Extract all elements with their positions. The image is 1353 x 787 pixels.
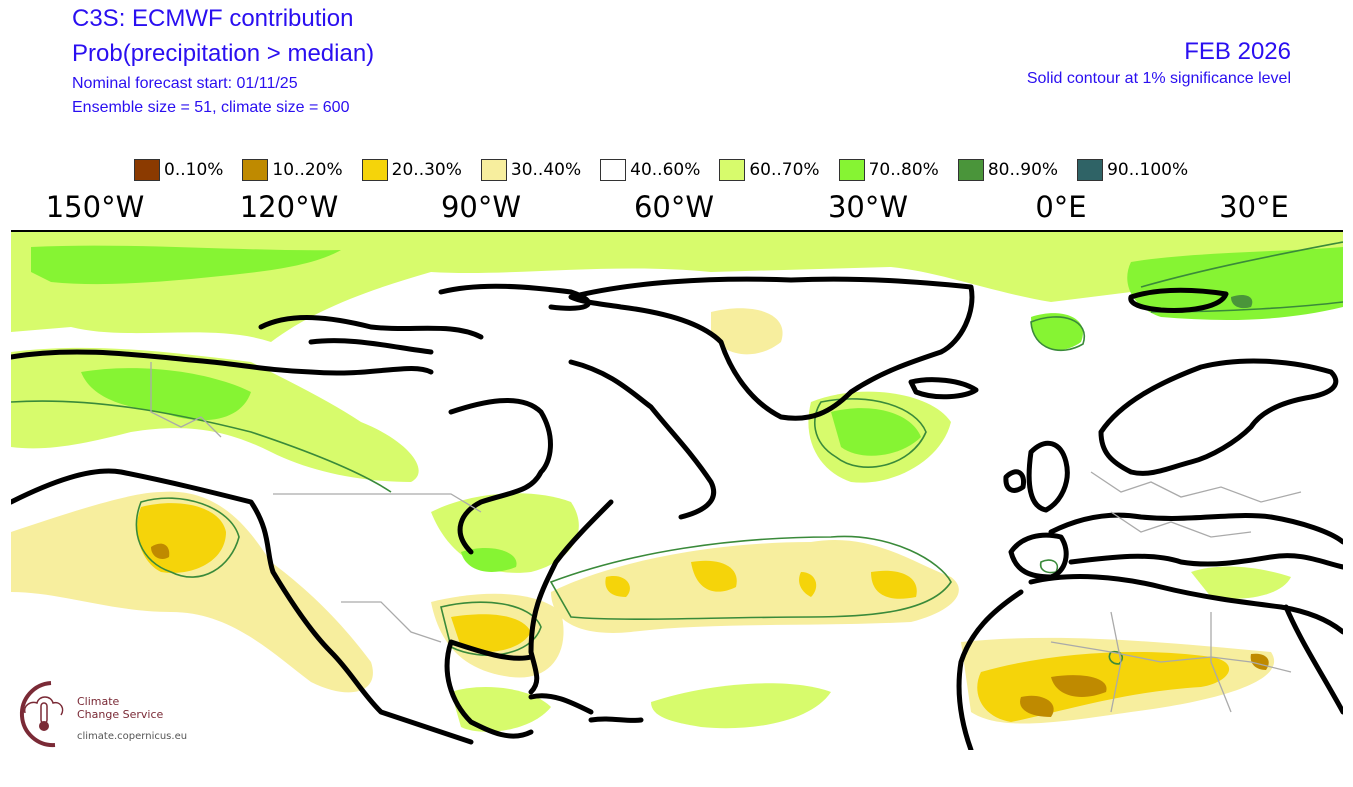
legend-swatch bbox=[242, 159, 269, 181]
legend-swatch bbox=[957, 159, 984, 181]
legend-label: 20..30% bbox=[391, 160, 462, 180]
legend-swatch bbox=[719, 159, 746, 181]
legend-label: 0..10% bbox=[164, 160, 224, 180]
legend-swatch bbox=[838, 159, 865, 181]
map-subtitle: Prob(precipitation > median) bbox=[72, 40, 375, 67]
legend-item: 80..90% bbox=[957, 159, 1059, 181]
forecast-start: Nominal forecast start: 01/11/25 bbox=[72, 75, 298, 92]
legend-swatch bbox=[361, 159, 388, 181]
period-block: FEB 2026 Solid contour at 1% significanc… bbox=[1027, 36, 1291, 90]
legend-item: 10..20% bbox=[242, 159, 343, 181]
logo-name: Climate Change Service bbox=[77, 695, 163, 721]
longitude-tick-label: 120°W bbox=[239, 190, 339, 224]
title-block: C3S: ECMWF contribution Prob(precipitati… bbox=[72, 4, 374, 120]
legend-label: 70..80% bbox=[868, 160, 939, 180]
color-legend: 0..10% 10..20% 20..30% 30..40% 40..60% 60..70… bbox=[134, 159, 1207, 181]
legend-item: 0..10% bbox=[134, 159, 223, 181]
thermometer-cloud-icon bbox=[20, 681, 64, 748]
legend-item: 90..100% bbox=[1077, 159, 1188, 181]
legend-item: 40..60% bbox=[600, 159, 700, 181]
longitude-tick-label: 90°W bbox=[440, 190, 522, 224]
legend-label: 60..70% bbox=[749, 160, 820, 180]
legend-label: 40..60% bbox=[630, 160, 701, 180]
legend-item: 70..80% bbox=[838, 159, 939, 181]
legend-item: 20..30% bbox=[361, 159, 462, 181]
legend-swatch bbox=[480, 159, 507, 181]
logo-line1: Climate bbox=[77, 695, 120, 708]
legend-swatch bbox=[1077, 159, 1104, 181]
legend-label: 30..40% bbox=[510, 160, 582, 180]
copernicus-logo: Climate Change Service climate.copernicu… bbox=[11, 675, 188, 750]
longitude-tick-label: 150°W bbox=[45, 190, 145, 224]
ensemble-info: Ensemble size = 51, climate size = 600 bbox=[72, 99, 350, 116]
legend-item: 60..70% bbox=[719, 159, 820, 181]
longitude-tick-label: 60°W bbox=[633, 190, 715, 224]
logo-url: climate.copernicus.eu bbox=[77, 731, 188, 742]
longitude-tick-label: 0°E bbox=[1035, 190, 1087, 224]
longitude-tick-label: 30°E bbox=[1219, 190, 1289, 224]
significance-note: Solid contour at 1% significance level bbox=[1026, 70, 1291, 87]
valid-period: FEB 2026 bbox=[1184, 38, 1291, 65]
longitude-tick-label: 30°W bbox=[827, 190, 909, 224]
legend-swatch bbox=[600, 159, 627, 181]
longitude-axis: 150°W 120°W 90°W 60°W 30°W 0°E 30°E bbox=[0, 190, 1353, 226]
legend-label: 80..90% bbox=[987, 160, 1059, 180]
legend-swatch bbox=[134, 159, 160, 181]
map-title: C3S: ECMWF contribution bbox=[72, 5, 354, 32]
legend-label: 90..100% bbox=[1107, 160, 1189, 180]
legend-label: 10..20% bbox=[272, 160, 343, 180]
logo-line2: Change Service bbox=[77, 708, 164, 721]
legend-item: 30..40% bbox=[480, 159, 582, 181]
map-top-border bbox=[11, 230, 1343, 233]
probability-map bbox=[11, 232, 1343, 750]
